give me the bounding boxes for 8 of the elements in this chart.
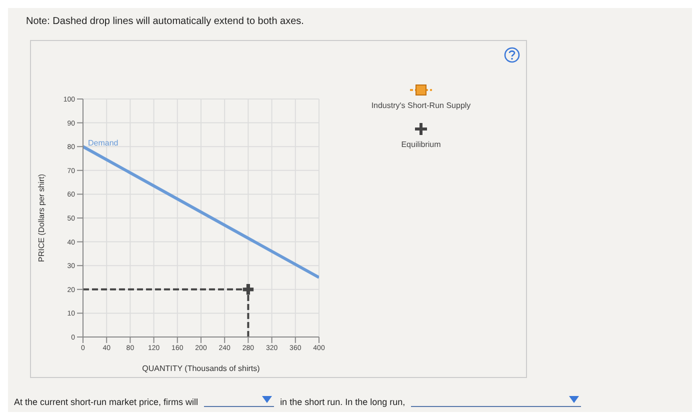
text: Note: Dashed drop lines will automatically extend to both axes. xyxy=(26,16,304,27)
y-axis-title: PRICE (Dollars per shirt) xyxy=(36,174,46,262)
series-label: Demand xyxy=(88,138,118,148)
legend-label: Industry's Short-Run Supply xyxy=(370,101,472,110)
text: in the short run. In the long run, xyxy=(280,397,406,407)
x-axis-title: QUANTITY (Thousands of shirts) xyxy=(142,364,260,373)
text: At the current short-run market price, firms will xyxy=(14,397,198,407)
legend-label: Equilibrium xyxy=(400,140,442,149)
